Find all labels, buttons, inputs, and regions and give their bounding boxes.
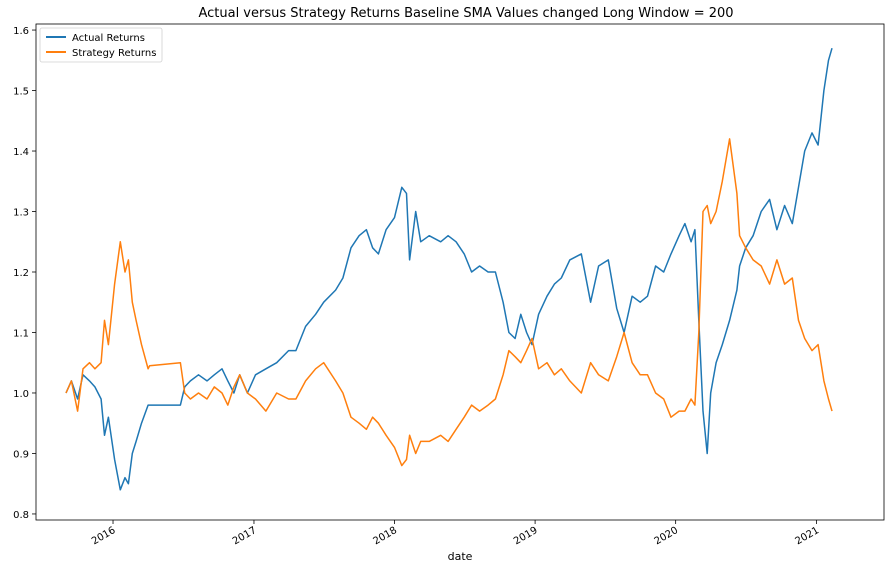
chart-title: Actual versus Strategy Returns Baseline … [198, 6, 733, 21]
x-tick-label: 2020 [653, 525, 681, 547]
x-axis: 2016 2017 2018 2019 2020 2021 [90, 520, 821, 547]
y-axis: 0.8 0.9 1.0 1.1 1.2 1.3 1.4 1.5 1.6 [13, 26, 36, 521]
series-line-strategy-returns [65, 138, 833, 467]
x-tick-label: 2018 [371, 525, 399, 547]
legend-label-actual-returns: Actual Returns [72, 33, 145, 44]
series-layer [65, 47, 833, 491]
y-tick-label: 1.5 [13, 87, 29, 98]
x-axis-label: date [448, 550, 473, 563]
y-tick-label: 1.0 [13, 389, 29, 400]
legend-label-strategy-returns: Strategy Returns [72, 48, 156, 59]
x-tick-label: 2016 [90, 525, 118, 547]
x-tick-label: 2019 [512, 525, 540, 547]
y-tick-label: 1.2 [13, 268, 29, 279]
legend-box [39, 27, 163, 63]
y-tick-label: 1.3 [13, 208, 29, 219]
series-line-actual-returns [65, 47, 833, 491]
x-tick-label: 2021 [794, 525, 822, 547]
y-tick-label: 0.9 [13, 449, 29, 460]
plot-area-frame [35, 23, 885, 521]
y-tick-label: 1.6 [13, 26, 29, 37]
y-tick-label: 0.8 [13, 510, 29, 521]
x-tick-label: 2017 [231, 525, 259, 547]
y-tick-label: 1.4 [13, 147, 29, 158]
y-tick-label: 1.1 [13, 328, 29, 339]
legend: Actual Returns Strategy Returns [39, 27, 163, 63]
